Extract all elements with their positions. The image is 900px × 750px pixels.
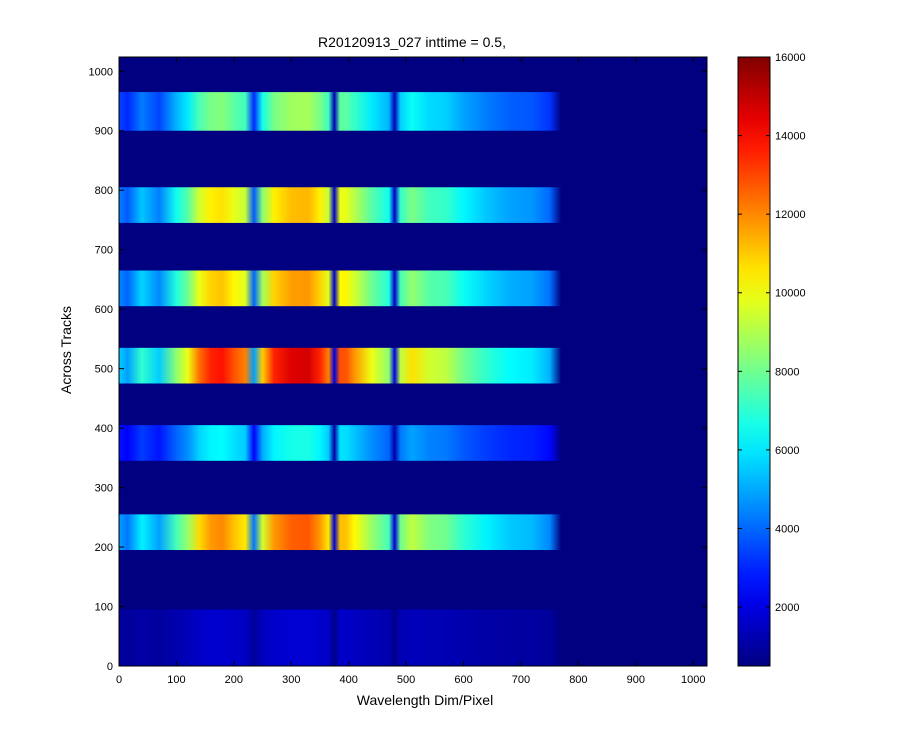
colorbar-gradient — [737, 56, 771, 667]
x-tick-label: 600 — [454, 674, 472, 686]
x-tick-label: 700 — [512, 674, 530, 686]
x-tick-label: 100 — [167, 674, 185, 686]
x-tick-label: 200 — [225, 674, 243, 686]
colorbar-tick-label: 8000 — [775, 366, 799, 378]
y-tick-label: 600 — [95, 304, 113, 316]
y-tick-label: 200 — [95, 542, 113, 554]
x-tick-label: 1000 — [681, 674, 705, 686]
spectral-band — [119, 609, 562, 666]
x-axis: 0 100 200 300 400 500 600 700 800 900 1000 — [116, 57, 705, 686]
plot-frame — [118, 56, 708, 667]
spectral-band — [119, 270, 562, 307]
y-axis: 0 100 200 300 400 500 600 700 800 900 1000 — [89, 66, 707, 673]
y-tick-label: 300 — [95, 483, 113, 495]
spectral-band — [119, 187, 562, 223]
y-tick-label: 700 — [95, 245, 113, 257]
spectral-band — [119, 347, 562, 384]
y-tick-label: 1000 — [89, 66, 113, 78]
y-tick-label: 100 — [95, 602, 113, 614]
colorbar-tick-label: 6000 — [775, 445, 799, 457]
x-tick-label: 400 — [340, 674, 358, 686]
colorbar-tick-label: 12000 — [775, 209, 806, 221]
x-axis-label: Wavelength Dim/Pixel — [357, 692, 493, 708]
spectral-band — [119, 92, 562, 131]
colorbar-tick-label: 2000 — [775, 602, 799, 614]
colorbar-tick-label: 16000 — [775, 52, 806, 64]
spectral-band — [119, 425, 562, 461]
y-axis-label: Across Tracks — [58, 306, 74, 394]
x-tick-label: 800 — [569, 674, 587, 686]
heatmap-plot — [118, 56, 708, 667]
colorbar-tick-label: 10000 — [775, 288, 806, 300]
spectral-bands — [119, 92, 562, 666]
chart-title: R20120913_027 inttime = 0.5, — [318, 34, 506, 50]
y-tick-label: 500 — [95, 364, 113, 376]
y-tick-label: 0 — [107, 661, 113, 673]
x-tick-label: 300 — [282, 674, 300, 686]
y-tick-label: 800 — [95, 185, 113, 197]
spectral-band — [119, 514, 562, 551]
y-tick-label: 400 — [95, 423, 113, 435]
y-tick-label: 900 — [95, 126, 113, 138]
x-tick-label: 0 — [116, 674, 122, 686]
x-tick-label: 900 — [627, 674, 645, 686]
x-tick-label: 500 — [397, 674, 415, 686]
colorbar-tick-label: 14000 — [775, 131, 806, 143]
colorbar-tick-label: 4000 — [775, 523, 799, 535]
colorbar: 2000 4000 6000 8000 10000 12000 14000 16000 — [737, 52, 806, 667]
